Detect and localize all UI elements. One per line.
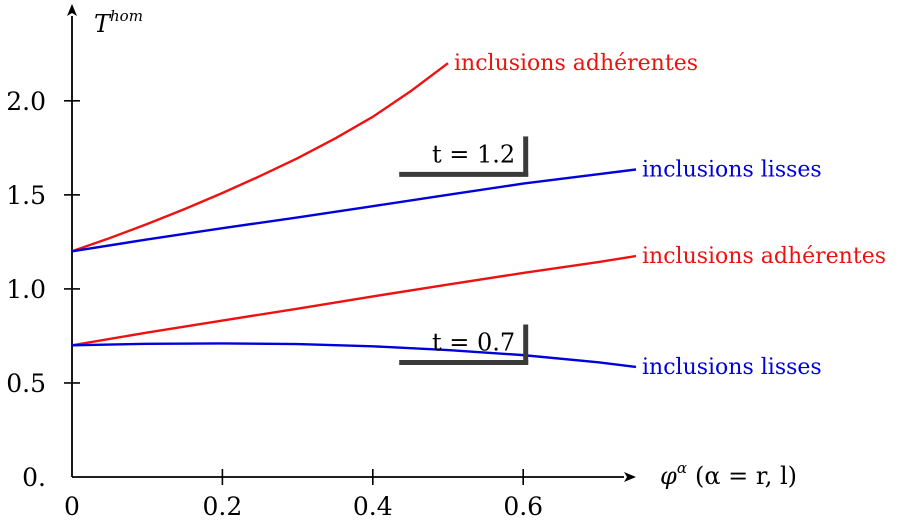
x-axis-label-main: φ bbox=[660, 462, 677, 490]
series-line bbox=[71, 342, 637, 369]
y-tick-label: 1.0 bbox=[6, 275, 46, 304]
series-label: inclusions adhérentes bbox=[454, 51, 698, 76]
annotation-text: t = 0.7 bbox=[432, 329, 515, 357]
x-axis-label-sup: α bbox=[677, 459, 687, 477]
x-axis bbox=[72, 472, 636, 482]
y-tick-label: 1.5 bbox=[6, 181, 46, 210]
y-axis-arrow-icon bbox=[67, 4, 77, 16]
annotation-box: t = 1.2 bbox=[399, 136, 529, 177]
series-label: inclusions adhérentes bbox=[642, 244, 886, 269]
x-ticks: 0 0.2 0.4 0.6 bbox=[64, 469, 543, 521]
x-tick-label: 0.6 bbox=[503, 492, 543, 521]
x-axis-label: φα (α = r, l) bbox=[660, 459, 797, 490]
x-tick-label: 0.4 bbox=[353, 492, 393, 521]
series-line bbox=[71, 62, 449, 253]
y-axis bbox=[67, 4, 77, 477]
x-axis-label-suffix: (α = r, l) bbox=[695, 462, 797, 490]
x-tick-label: 0.2 bbox=[203, 492, 243, 521]
series-label: inclusions lisses bbox=[642, 157, 822, 182]
series-line bbox=[71, 168, 637, 253]
y-tick-label: 2.0 bbox=[6, 87, 46, 116]
x-axis-arrow-icon bbox=[624, 472, 636, 482]
y-tick-label: 0.5 bbox=[6, 369, 46, 398]
y-tick-label: 0. bbox=[22, 463, 46, 492]
series-line bbox=[71, 254, 637, 347]
series-label: inclusions lisses bbox=[642, 355, 822, 380]
y-ticks: 0. 0.5 1.0 1.5 2.0 bbox=[6, 87, 80, 492]
y-axis-label-sup: hom bbox=[110, 7, 143, 25]
annotation-layer: t = 1.2 t = 0.7 bbox=[399, 136, 529, 366]
y-axis-label: Thom bbox=[94, 7, 143, 38]
annotation-box: t = 0.7 bbox=[399, 324, 529, 366]
x-tick-label: 0 bbox=[64, 492, 80, 521]
y-axis-label-main: T bbox=[94, 10, 112, 38]
series-layer: inclusions adhérentes inclusions lisses in… bbox=[71, 51, 886, 380]
annotation-text: t = 1.2 bbox=[432, 140, 515, 168]
